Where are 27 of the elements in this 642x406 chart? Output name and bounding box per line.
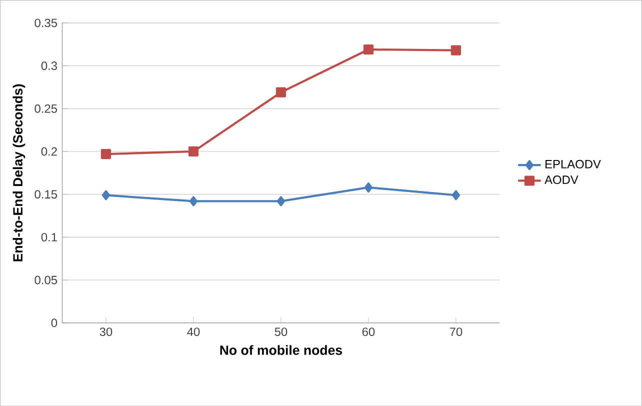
point	[188, 146, 199, 156]
point	[364, 182, 373, 192]
y-tick-label: 0.15	[34, 190, 58, 198]
point	[102, 190, 110, 200]
y-tick-label: 0.35	[34, 18, 58, 28]
y-tick-label: 0.3	[41, 61, 58, 70]
legend-label: EPLAODV	[545, 160, 601, 168]
x-tick-label: 50	[274, 327, 288, 336]
x-tick-label: 60	[362, 327, 375, 336]
point	[189, 196, 198, 206]
point	[363, 44, 374, 54]
point	[276, 87, 286, 98]
x-tick-label: 40	[187, 327, 200, 336]
x-tick-label: 30	[100, 327, 112, 336]
x-tick-label: 70	[450, 327, 462, 336]
y-axis-title: End-to-End Delay (Seconds)	[12, 84, 26, 262]
x-axis-title: No of mobile nodes	[220, 345, 342, 355]
point	[452, 190, 460, 200]
legend-label: AODV	[544, 175, 578, 184]
y-tick-label: 0	[51, 318, 58, 327]
y-tick-label: 0.25	[34, 104, 58, 113]
point	[276, 196, 286, 206]
point	[100, 148, 112, 159]
y-tick-label: 0.1	[41, 232, 57, 242]
point	[450, 45, 461, 56]
y-tick-label: 0.05	[34, 276, 58, 284]
y-tick-label: 0.2	[41, 147, 57, 156]
